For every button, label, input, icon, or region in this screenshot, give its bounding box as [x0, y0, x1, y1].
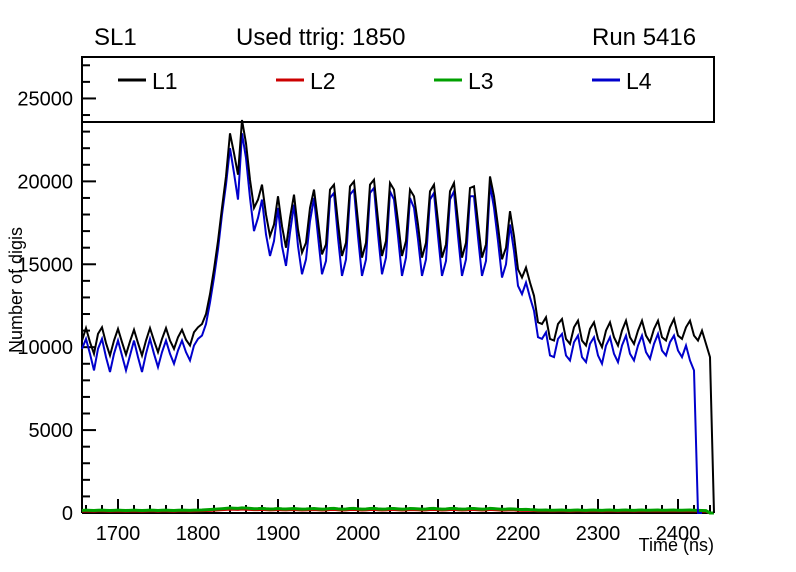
- y-axis-tick-labels: 0 5000 10000 15000 20000 25000: [17, 88, 73, 525]
- x-tick-label: 2000: [336, 523, 381, 545]
- legend: L1 L2 L3 L4: [81, 56, 715, 123]
- x-tick-label: 2200: [496, 523, 541, 545]
- series-line-l1: [81, 119, 715, 514]
- y-axis-title: Number of digis: [6, 227, 26, 353]
- x-axis-title: Time (ns): [639, 535, 714, 555]
- y-tick-label: 15000: [17, 254, 73, 276]
- run-label: Run 5416: [592, 24, 697, 51]
- legend-label-l4: L4: [626, 68, 652, 94]
- x-tick-label: 2100: [416, 523, 461, 545]
- x-axis-tick-labels: 1700 1800 1900 2000 2100 2200 2300 2400: [96, 523, 701, 545]
- series-line-l4: [81, 133, 702, 514]
- plot-frame: [81, 57, 714, 514]
- legend-label-l3: L3: [468, 68, 494, 94]
- y-tick-label: 5000: [29, 420, 74, 442]
- y-tick-label: 10000: [17, 337, 73, 359]
- y-axis-ticks: [82, 64, 96, 514]
- superlayer-label: SL1: [94, 24, 137, 51]
- x-tick-label: 1700: [96, 523, 141, 545]
- legend-box: [81, 56, 715, 123]
- legend-label-l2: L2: [310, 68, 336, 94]
- data-series-group: [81, 119, 715, 515]
- legend-label-l1: L1: [152, 68, 178, 94]
- x-tick-label: 1900: [256, 523, 301, 545]
- y-tick-label: 20000: [17, 171, 73, 193]
- series-line-l3: [81, 506, 714, 515]
- ttrig-label: Used ttrig: 1850: [236, 24, 406, 51]
- y-tick-label: 0: [62, 503, 73, 525]
- x-tick-label: 2300: [576, 523, 621, 545]
- x-tick-label: 2400: [656, 523, 701, 545]
- x-tick-label: 1800: [176, 523, 221, 545]
- y-tick-label: 25000: [17, 88, 73, 110]
